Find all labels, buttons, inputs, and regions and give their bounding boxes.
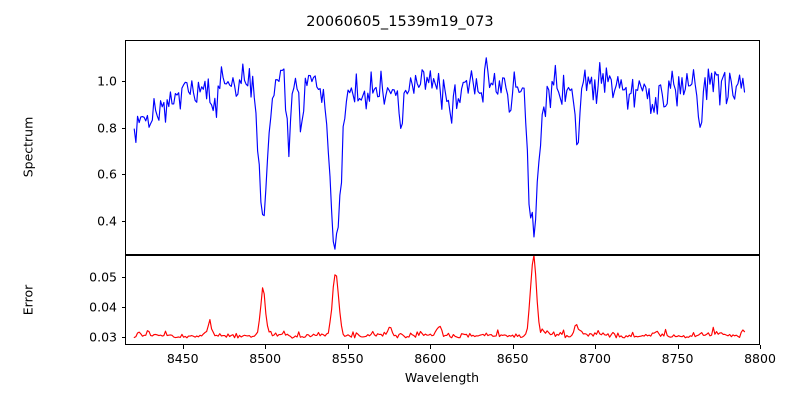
x-tick-mark [512, 345, 514, 349]
spectrum-line-series [133, 57, 746, 250]
error-y-tick-label: 0.03 [89, 329, 117, 345]
spectrum-plot-area [125, 40, 760, 255]
error-plot-area [125, 255, 760, 345]
spectrum-y-tick-label: 1.0 [97, 73, 117, 89]
x-tick-mark [595, 345, 597, 349]
error-y-tick-mark [121, 306, 125, 309]
x-tick-mark [430, 345, 432, 349]
spectrum-y-tick-label: 0.6 [97, 166, 117, 182]
spectrum-trace [133, 57, 746, 250]
spectrum-y-tick-mark [121, 127, 125, 129]
x-tick-label: 8550 [331, 351, 364, 366]
error-y-tick-label: 0.05 [89, 269, 117, 285]
x-tick-label: 8500 [249, 351, 282, 366]
x-tick-mark [760, 345, 762, 349]
x-tick-mark [677, 345, 679, 349]
spectrum-y-tick-mark [121, 174, 125, 176]
error-y-tick-mark [121, 277, 125, 279]
error-line-series [133, 256, 746, 339]
x-tick-label: 8800 [744, 351, 776, 366]
x-tick-mark [265, 345, 267, 349]
figure-title: 20060605_1539m19_073 [306, 14, 494, 30]
error-trace [133, 256, 746, 339]
spectrum-y-tick-mark [121, 80, 125, 82]
spectrum-y-tick-mark [121, 221, 125, 223]
spectrum-y-axis-label: Spectrum [20, 116, 36, 178]
error-y-tick-label: 0.04 [89, 299, 117, 315]
x-tick-label: 8700 [579, 351, 611, 366]
x-tick-label: 8450 [166, 351, 199, 366]
error-y-tick-mark [121, 336, 125, 338]
x-tick-label: 8650 [496, 351, 529, 366]
error-y-axis-label: Error [20, 284, 36, 316]
x-tick-label: 8600 [414, 351, 447, 366]
spectrum-y-tick-label: 0.8 [97, 120, 117, 136]
x-tick-mark [182, 345, 184, 349]
spectrum-y-tick-label: 0.4 [97, 213, 117, 229]
x-tick-label: 8750 [661, 351, 694, 366]
x-tick-mark [347, 345, 349, 349]
x-axis-label: Wavelength [404, 370, 480, 385]
